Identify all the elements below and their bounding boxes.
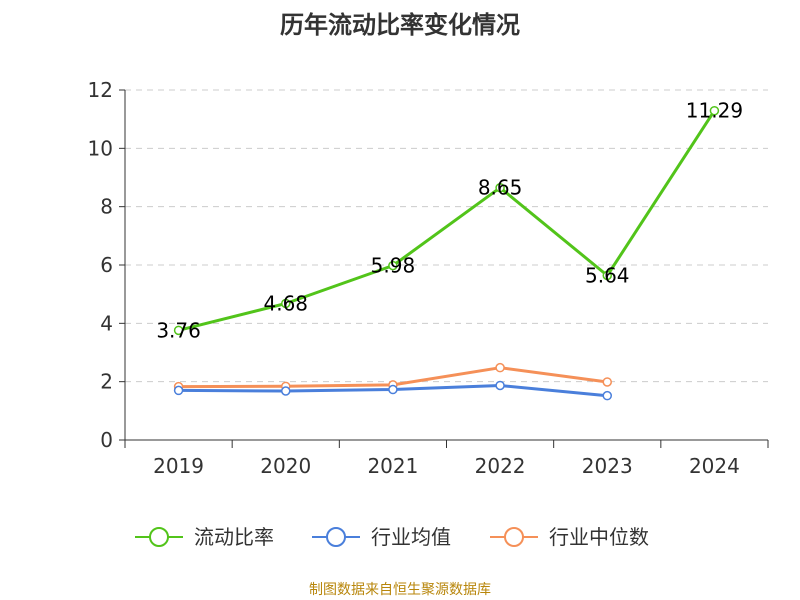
x-tick-label: 2024 bbox=[689, 454, 740, 478]
axes: 0 2 4 6 8 10 12 2019 2020 2021 2022 2023 2024 bbox=[88, 78, 769, 478]
y-tick-label: 4 bbox=[100, 311, 113, 335]
x-tick-label: 2019 bbox=[153, 454, 204, 478]
data-point[interactable] bbox=[602, 377, 612, 387]
x-tick-label: 2022 bbox=[475, 454, 526, 478]
y-tick-label: 10 bbox=[88, 136, 113, 160]
data-label: 5.98 bbox=[371, 254, 416, 278]
data-label: 11.29 bbox=[686, 99, 743, 123]
data-point[interactable] bbox=[495, 362, 505, 373]
data-point[interactable] bbox=[281, 386, 291, 396]
x-tick-label: 2020 bbox=[260, 454, 311, 478]
data-point[interactable] bbox=[495, 380, 505, 391]
y-tick-label: 2 bbox=[100, 370, 113, 394]
legend-marker-icon bbox=[149, 527, 169, 547]
data-point[interactable] bbox=[495, 182, 505, 193]
legend-item[interactable]: 行业中位数 bbox=[490, 525, 649, 549]
legend-item[interactable]: 行业均值 bbox=[312, 525, 451, 549]
source-note: 制图数据来自恒生聚源数据库 bbox=[309, 582, 491, 598]
data-point[interactable] bbox=[388, 384, 398, 395]
x-tick-label: 2021 bbox=[367, 454, 418, 478]
y-tick-label: 0 bbox=[100, 428, 113, 452]
data-label: 4.68 bbox=[263, 292, 308, 316]
data-point[interactable] bbox=[173, 325, 184, 336]
y-tick-label: 12 bbox=[88, 78, 113, 102]
data-point[interactable] bbox=[281, 298, 291, 309]
series-line bbox=[178, 109, 716, 332]
data-labels: 3.76 4.68 5.98 8.65 5.64 11.29 bbox=[156, 99, 743, 343]
data-label: 5.64 bbox=[585, 264, 630, 288]
data-point[interactable] bbox=[173, 385, 184, 396]
data-point[interactable] bbox=[602, 270, 612, 281]
series-layer bbox=[173, 105, 720, 401]
y-tick-label: 8 bbox=[100, 195, 113, 219]
chart-title: 历年流动比率变化情况 bbox=[280, 11, 520, 39]
data-point[interactable] bbox=[388, 260, 398, 271]
data-label: 3.76 bbox=[156, 318, 201, 342]
grid-layer bbox=[125, 89, 768, 383]
data-point[interactable] bbox=[602, 390, 612, 401]
data-label: 8.65 bbox=[478, 176, 523, 200]
x-tick-label: 2023 bbox=[582, 454, 633, 478]
legend-marker-icon bbox=[326, 527, 346, 547]
legend-label: 行业均值 bbox=[371, 525, 451, 549]
data-point[interactable] bbox=[709, 105, 720, 116]
legend-label: 流动比率 bbox=[194, 525, 274, 549]
legend-marker-icon bbox=[504, 527, 524, 547]
legend-label: 行业中位数 bbox=[549, 525, 649, 549]
legend[interactable]: 流动比率 行业均值 行业中位数 bbox=[135, 525, 649, 549]
y-tick-label: 6 bbox=[100, 253, 113, 277]
legend-item[interactable]: 流动比率 bbox=[135, 525, 274, 549]
